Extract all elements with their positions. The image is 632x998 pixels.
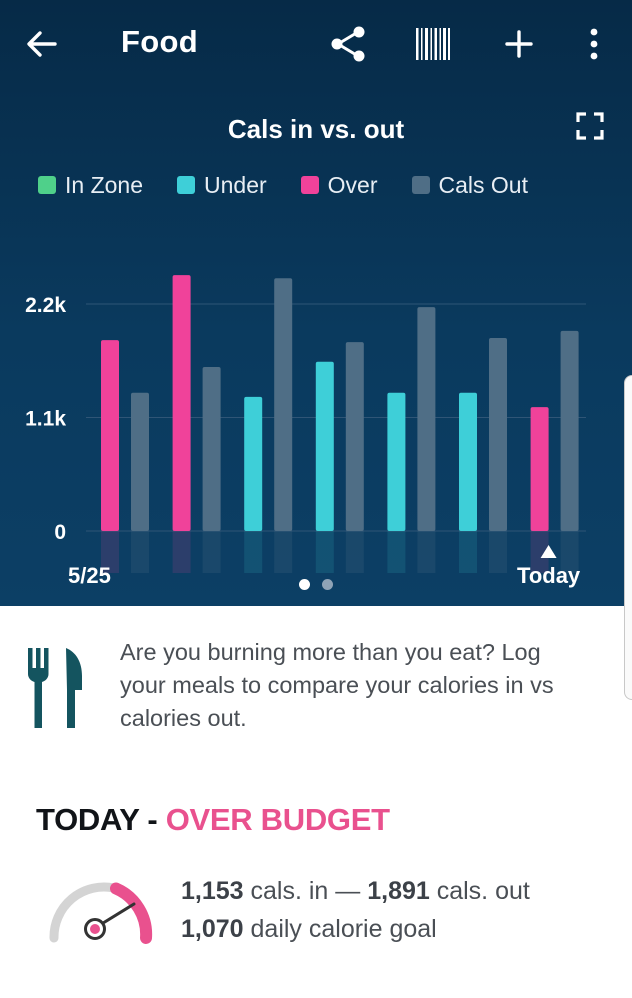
legend-swatch bbox=[177, 176, 195, 194]
cutlery-icon bbox=[24, 642, 88, 734]
legend-swatch bbox=[411, 176, 430, 194]
x-label-last: Today bbox=[517, 563, 581, 588]
cals-in-value: 1,153 bbox=[181, 877, 244, 905]
bar-reflection bbox=[417, 531, 436, 573]
fullscreen-icon[interactable] bbox=[574, 110, 606, 142]
goal-label: daily calorie goal bbox=[243, 915, 437, 943]
add-icon[interactable] bbox=[497, 22, 541, 66]
bar-reflection bbox=[131, 531, 149, 573]
bar-reflection bbox=[315, 531, 334, 573]
bar-reflection bbox=[202, 531, 221, 573]
bar-reflection bbox=[274, 531, 293, 573]
bar-reflection bbox=[489, 531, 507, 573]
more-vertical-icon[interactable] bbox=[572, 22, 616, 66]
chart-title: Cals in vs. out bbox=[227, 114, 405, 144]
app-bar: Food bbox=[0, 0, 632, 88]
bar-cals-in bbox=[387, 392, 406, 531]
status-separator: - bbox=[139, 802, 166, 837]
legend-swatch bbox=[38, 176, 56, 194]
bar-reflection bbox=[387, 531, 406, 573]
budget-status: OVER BUDGET bbox=[165, 802, 390, 837]
calorie-in-out-line: 1,153 cals. in — 1,891 cals. out bbox=[181, 872, 530, 910]
bar-cals-out bbox=[345, 342, 364, 531]
bar-cals-in bbox=[459, 392, 477, 531]
barcode-icon[interactable] bbox=[411, 22, 455, 66]
cals-out-value: 1,891 bbox=[367, 877, 430, 905]
legend-swatch bbox=[300, 176, 319, 194]
calorie-gauge-icon bbox=[44, 868, 160, 948]
legend-item-in-zone: In Zone bbox=[38, 172, 143, 199]
cals-bar-chart[interactable]: 2.2k 1.1k 05/25 Today bbox=[0, 240, 632, 606]
legend-item-cals-out: Cals Out bbox=[411, 171, 528, 199]
bar-reflection bbox=[530, 531, 549, 573]
legend-item-under: Under bbox=[177, 172, 267, 199]
goal-value: 1,070 bbox=[181, 915, 244, 943]
legend-item-over: Over bbox=[300, 171, 378, 199]
bar-cals-out bbox=[417, 307, 436, 531]
chart-panel: Food bbox=[0, 0, 632, 606]
x-label-first: 5/25 bbox=[68, 563, 111, 588]
bar-cals-in bbox=[315, 361, 334, 531]
legend-label: Under bbox=[204, 171, 267, 198]
back-arrow-icon[interactable] bbox=[20, 22, 64, 66]
bar-cals-out bbox=[202, 366, 221, 531]
bar-cals-out bbox=[489, 338, 507, 531]
page-title: Food bbox=[121, 24, 198, 59]
page-indicator[interactable] bbox=[0, 579, 632, 590]
today-label: TODAY bbox=[36, 802, 140, 837]
y-tick-label: 2.2k bbox=[25, 294, 66, 317]
legend-label: Cals Out bbox=[438, 171, 528, 198]
bar-cals-out bbox=[560, 330, 579, 531]
bar-reflection bbox=[244, 531, 263, 573]
page-dot-2[interactable] bbox=[322, 579, 333, 590]
cals-in-label: cals. in — bbox=[243, 877, 368, 905]
bar-reflection bbox=[459, 531, 477, 573]
legend-label: In Zone bbox=[65, 171, 143, 198]
share-icon[interactable] bbox=[326, 22, 370, 66]
y-tick-label: 1.1k bbox=[25, 408, 66, 431]
bar-cals-out bbox=[131, 392, 149, 531]
bar-cals-in bbox=[244, 396, 263, 531]
calorie-goal-line: 1,070 daily calorie goal bbox=[181, 910, 530, 948]
today-marker-icon bbox=[540, 545, 557, 558]
legend-label: Over bbox=[327, 171, 378, 198]
bar-cals-in bbox=[172, 275, 191, 531]
bar-reflection bbox=[101, 531, 119, 573]
tip-card: Are you burning more than you eat? Log y… bbox=[0, 606, 632, 756]
y-tick-label: 0 bbox=[54, 521, 66, 544]
page-dot-1[interactable] bbox=[299, 579, 310, 590]
today-status: TODAY - OVER BUDGET bbox=[36, 802, 390, 838]
chart-legend: In Zone Under Over Cals Out bbox=[38, 170, 528, 200]
bar-reflection bbox=[560, 531, 579, 573]
bar-cals-out bbox=[274, 278, 293, 531]
tip-text: Are you burning more than you eat? Log y… bbox=[120, 639, 554, 731]
bar-reflection bbox=[172, 531, 191, 573]
calorie-summary: 1,153 cals. in — 1,891 cals. out 1,070 d… bbox=[181, 872, 530, 948]
cals-out-label: cals. out bbox=[429, 877, 530, 905]
bar-cals-in bbox=[530, 407, 549, 531]
bar-cals-in bbox=[101, 340, 119, 531]
bar-reflection bbox=[345, 531, 364, 573]
